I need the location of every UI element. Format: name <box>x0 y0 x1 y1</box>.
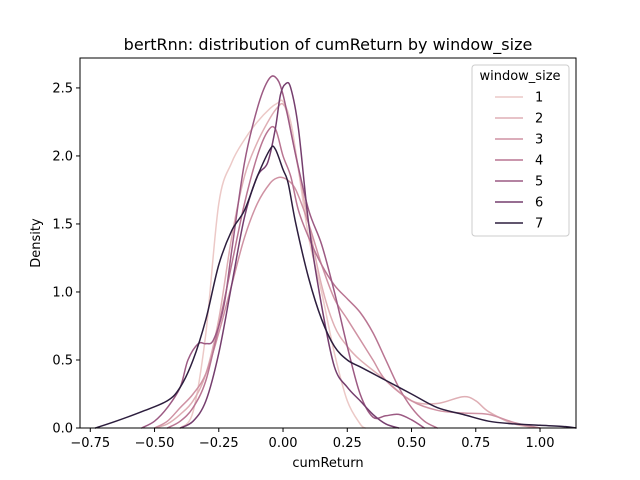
x-axis-label: cumReturn <box>292 456 363 471</box>
y-tick-label: 2.0 <box>52 149 73 164</box>
legend-label-window-6: 6 <box>535 196 543 211</box>
legend-label-window-4: 4 <box>535 154 543 169</box>
legend: window_size 1 2 3 4 5 6 7 <box>471 64 570 237</box>
y-axis-label: Density <box>29 218 44 268</box>
density-line-window-6 <box>179 81 400 429</box>
x-tick-label: 0.00 <box>269 436 298 451</box>
chart-title: bertRnn: distribution of cumReturn by wi… <box>124 35 533 55</box>
y-tick-label: 1.5 <box>52 217 73 232</box>
x-tick-label: −0.25 <box>199 436 239 451</box>
x-tick-label: 0.50 <box>397 436 426 451</box>
legend-label-window-1: 1 <box>535 91 543 106</box>
x-tick-label: −0.75 <box>70 436 110 451</box>
legend-label-window-2: 2 <box>535 112 543 127</box>
y-axis-ticks: 0.0 0.5 1.0 1.5 2.0 2.5 <box>52 81 80 437</box>
y-tick-label: 0.0 <box>52 422 73 437</box>
legend-label-window-3: 3 <box>535 133 543 148</box>
x-axis-ticks: −0.75 −0.50 −0.25 0.00 0.25 0.50 0.75 1.00 <box>70 428 554 451</box>
legend-label-window-5: 5 <box>535 175 543 190</box>
density-curves <box>94 75 577 429</box>
y-tick-label: 0.5 <box>52 353 73 368</box>
x-tick-label: −0.50 <box>135 436 175 451</box>
legend-box <box>471 64 570 237</box>
density-line-window-7 <box>94 145 577 429</box>
y-tick-label: 1.0 <box>52 285 73 300</box>
legend-items: 1 2 3 4 5 6 7 <box>495 91 543 232</box>
x-tick-label: 1.00 <box>526 436 555 451</box>
legend-title: window_size <box>479 69 560 84</box>
x-tick-label: 0.75 <box>461 436 490 451</box>
density-line-window-5 <box>140 75 426 429</box>
x-tick-label: 0.25 <box>333 436 362 451</box>
y-tick-label: 2.5 <box>52 81 73 96</box>
legend-label-window-7: 7 <box>535 217 543 232</box>
plot-area-frame <box>79 57 577 429</box>
